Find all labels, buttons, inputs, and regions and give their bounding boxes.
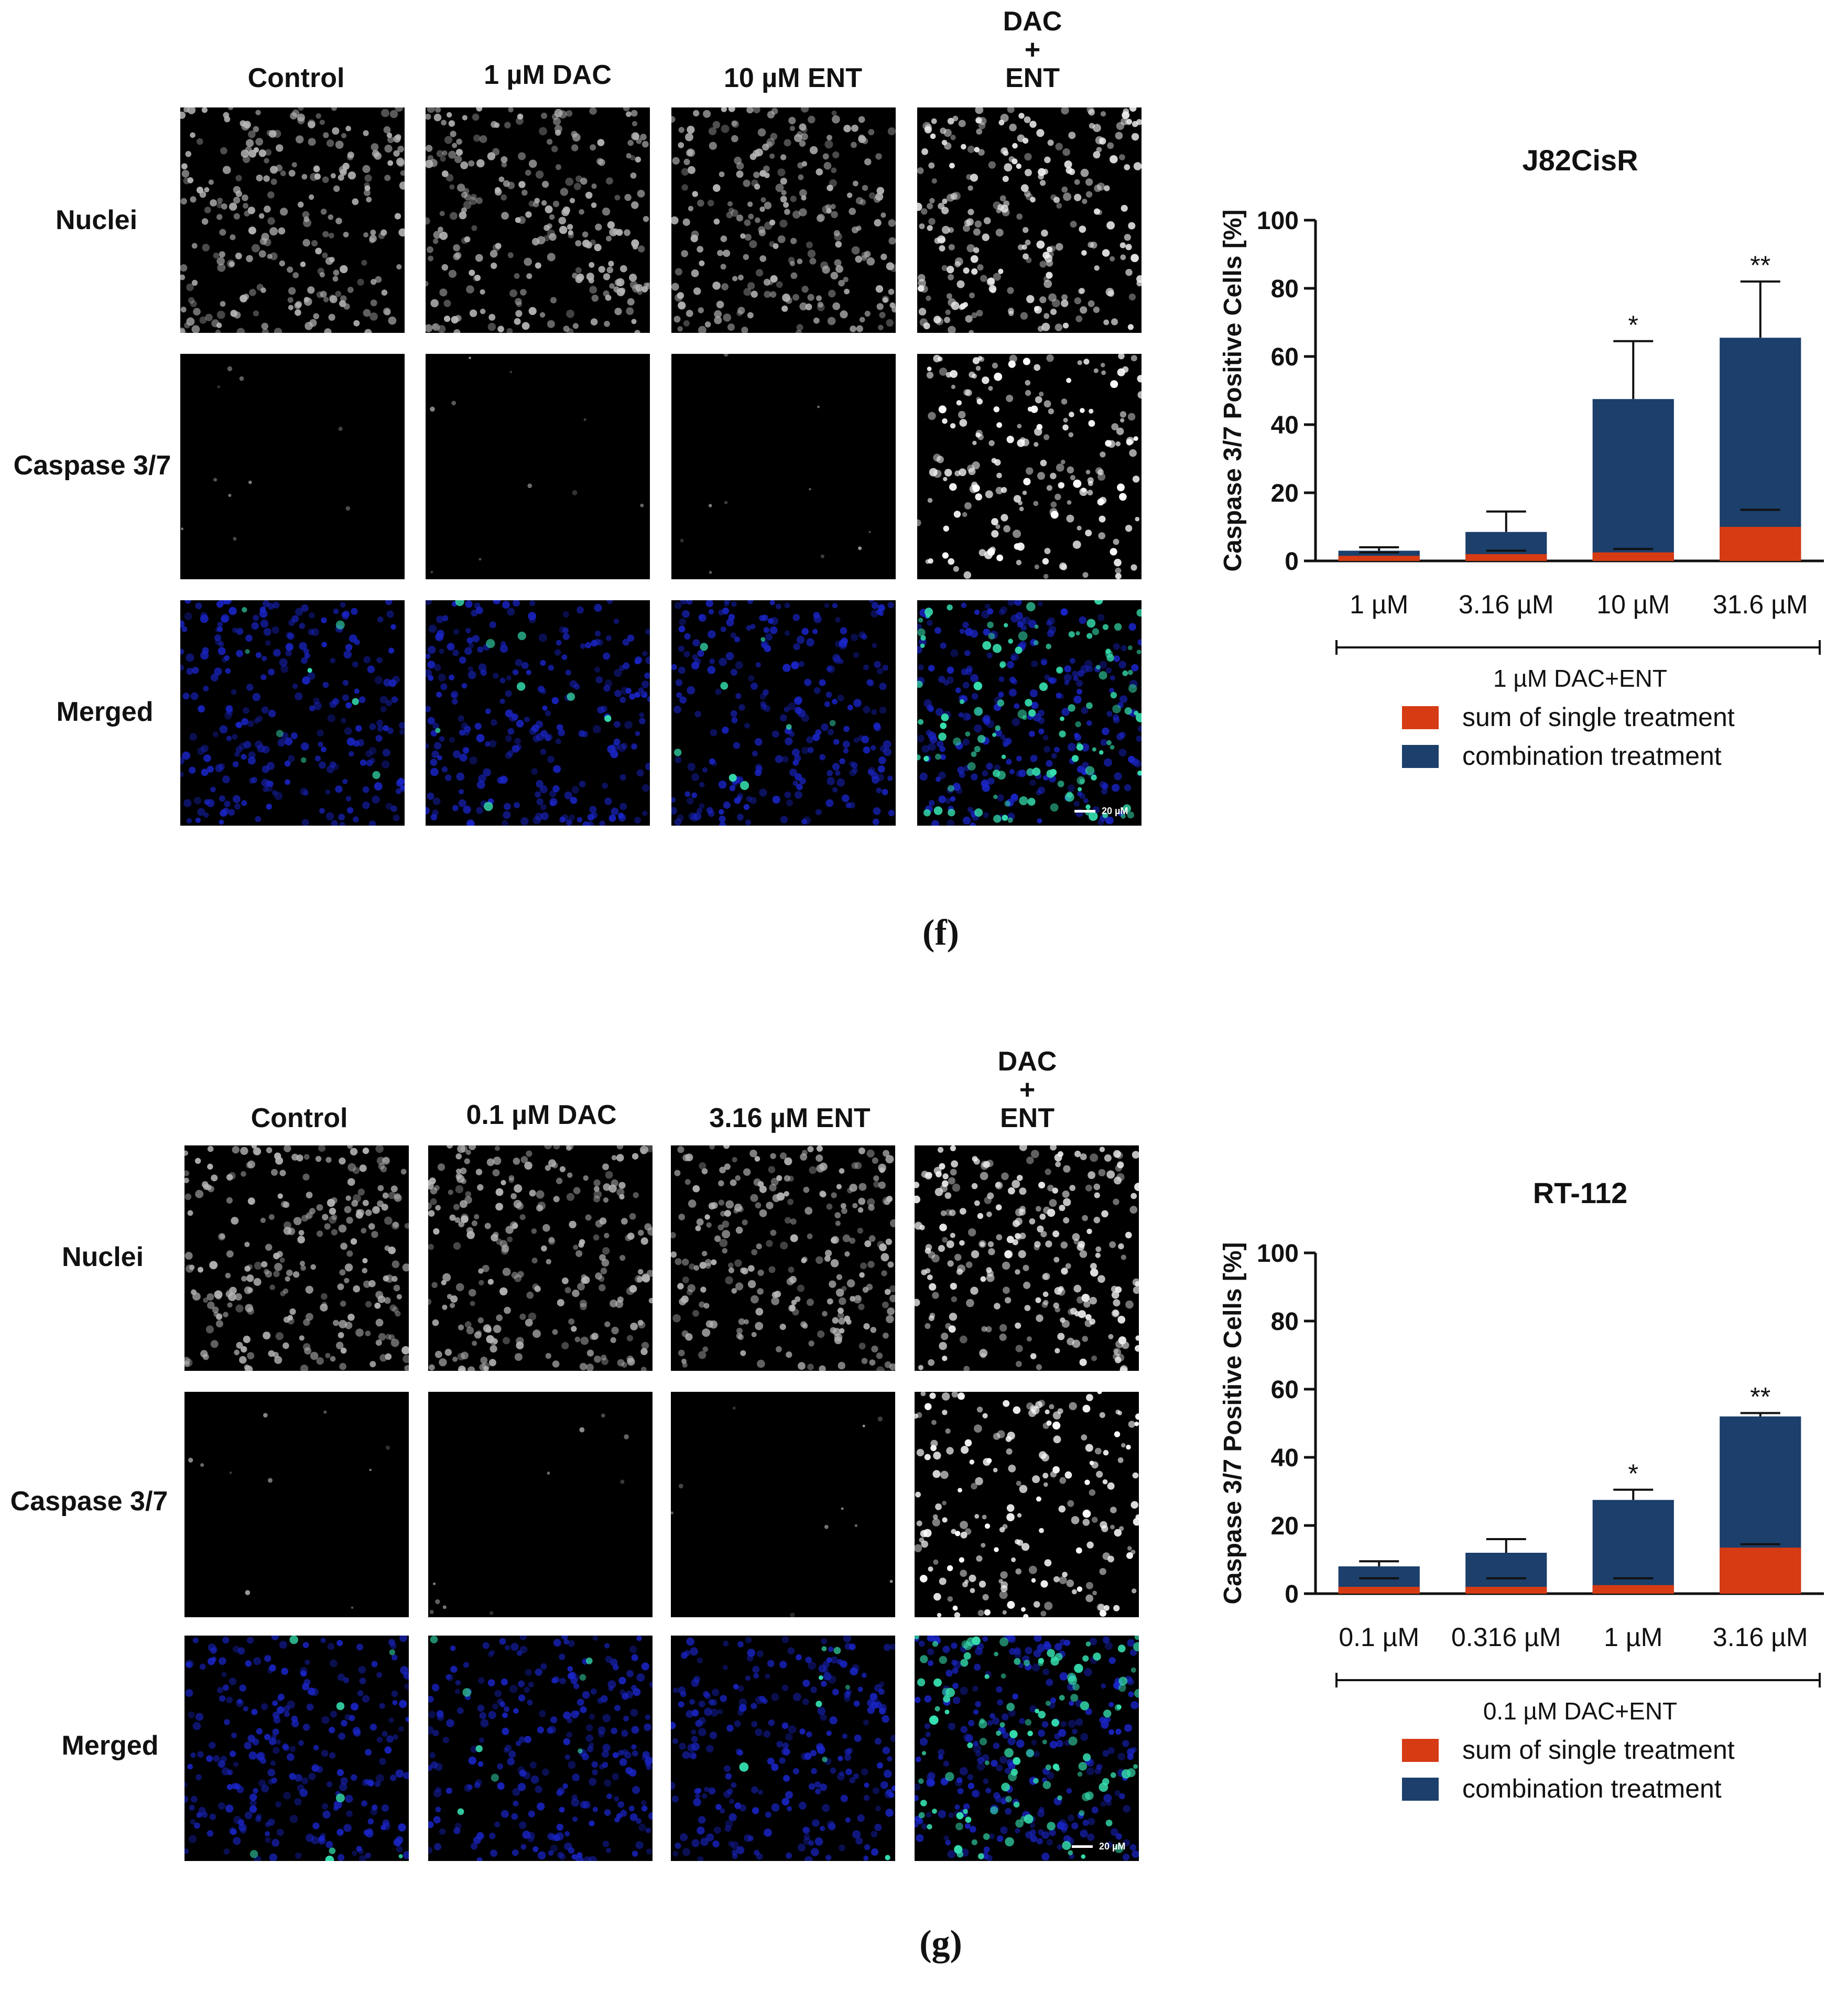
bar-single (1720, 1548, 1801, 1594)
micrograph-merged-control (184, 1636, 409, 1861)
micrograph-caspase-dac (426, 354, 650, 579)
micrograph-nuclei-control (180, 107, 405, 333)
micrograph-nuclei-control (184, 1145, 409, 1371)
legend-swatch (1402, 706, 1439, 729)
column-header-combo: DAC + ENT (997, 1046, 1057, 1133)
panel-caption: (f) (922, 913, 959, 953)
legend-swatch (1402, 1739, 1439, 1762)
column-header-dac: 0.1 µM DAC (466, 1100, 617, 1130)
legend-label: sum of single treatment (1462, 1735, 1735, 1765)
scale-bar-label: 20 µM (1102, 806, 1128, 816)
column-header-ent: 3.16 µM ENT (709, 1103, 871, 1133)
micrograph-nuclei-dac (426, 107, 650, 333)
bar-single (1592, 1585, 1674, 1594)
bar-single (1720, 527, 1801, 561)
y-tick-label: 60 (1271, 1376, 1299, 1404)
figure-panel-g: Control 0.1 µM DAC 3.16 µM ENT DAC + ENT… (0, 1027, 1848, 1991)
chart-title: J82CisR (1522, 144, 1638, 177)
micrograph-merged-ent (671, 1636, 895, 1861)
y-axis-label: Caspase 3/7 Positive Cells [%] (1219, 1242, 1247, 1605)
x-tick-label: 1 µM (1604, 1622, 1662, 1652)
y-tick-label: 60 (1271, 343, 1299, 371)
panel-caption: (g) (919, 1923, 962, 1964)
micrograph-merged-combo: 20 µM (915, 1636, 1139, 1861)
micrograph-merged-control (180, 600, 405, 826)
row-header-caspase: Caspase 3/7 (10, 1486, 168, 1517)
row-header-nuclei: Nuclei (61, 1242, 144, 1272)
bar-single (1592, 552, 1674, 561)
y-tick-label: 100 (1257, 1240, 1299, 1268)
bar-chart-rt112: RT-112 Caspase 3/7 Positive Cells [%] 0 20 4… (1205, 1164, 1834, 1819)
x-tick-label: 0.1 µM (1339, 1622, 1419, 1652)
bar-single (1338, 556, 1420, 561)
scale-bar-label: 20 µM (1099, 1841, 1125, 1852)
legend-swatch (1402, 1778, 1439, 1801)
micrograph-caspase-dac (428, 1392, 653, 1617)
row-header-nuclei: Nuclei (55, 205, 138, 235)
y-tick-label: 0 (1285, 1581, 1299, 1608)
row-header-merged: Merged (56, 697, 154, 727)
bar-combination (1592, 399, 1674, 561)
chart-title: RT-112 (1533, 1176, 1628, 1209)
micrograph-merged-dac (428, 1636, 653, 1861)
x-tick-label: 3.16 µM (1713, 1622, 1808, 1652)
micrograph-caspase-combo (917, 354, 1142, 579)
x-tick-label: 31.6 µM (1713, 590, 1808, 619)
column-header-control: Control (247, 63, 345, 93)
column-header-ent: 10 µM ENT (723, 63, 862, 93)
legend-label: sum of single treatment (1462, 702, 1735, 732)
legend-label: combination treatment (1462, 741, 1722, 771)
bar-combination (1592, 1500, 1674, 1594)
y-tick-label: 40 (1271, 412, 1299, 439)
y-tick-label: 20 (1271, 480, 1299, 507)
x-axis-label: 1 µM DAC+ENT (1493, 665, 1667, 692)
micrograph-caspase-ent (671, 1392, 895, 1617)
micrograph-nuclei-combo (917, 107, 1142, 333)
y-tick-label: 80 (1271, 275, 1299, 303)
figure-panel-f: Control 1 µM DAC 10 µM ENT DAC + ENT Nuc… (13, 6, 1834, 953)
legend-swatch (1402, 745, 1439, 768)
x-axis-label: 0.1 µM DAC+ENT (1483, 1697, 1677, 1725)
significance-marker: * (1628, 1459, 1638, 1488)
micrograph-caspase-control (180, 354, 405, 579)
bar-combination (1720, 338, 1801, 561)
significance-marker: ** (1750, 251, 1770, 280)
column-header-dac: 1 µM DAC (484, 60, 612, 90)
micrograph-caspase-control (184, 1392, 409, 1617)
x-tick-label: 0.316 µM (1451, 1622, 1561, 1652)
bar-single (1338, 1587, 1420, 1594)
significance-marker: * (1628, 310, 1638, 340)
x-tick-label: 10 µM (1596, 590, 1670, 619)
micrograph-nuclei-ent (671, 107, 896, 333)
column-header-combo: DAC + ENT (1003, 6, 1062, 93)
column-header-control: Control (251, 1103, 348, 1133)
micrograph-caspase-combo (915, 1392, 1139, 1617)
bar-chart-j82cisr: J82CisR Caspase 3/7 Positive Cells [%] 0 20… (1205, 131, 1834, 786)
y-axis-label: Caspase 3/7 Positive Cells [%] (1219, 210, 1247, 572)
micrograph-merged-combo: 20 µM (917, 600, 1142, 826)
significance-marker: ** (1750, 1382, 1770, 1412)
y-tick-label: 100 (1257, 207, 1299, 235)
micrograph-nuclei-ent (671, 1145, 895, 1371)
legend-label: combination treatment (1462, 1774, 1722, 1803)
y-tick-label: 20 (1271, 1512, 1299, 1540)
row-header-caspase: Caspase 3/7 (13, 450, 171, 481)
y-tick-label: 80 (1271, 1308, 1299, 1336)
row-header-merged: Merged (61, 1730, 159, 1761)
micrograph-nuclei-dac (428, 1145, 653, 1371)
y-tick-label: 40 (1271, 1444, 1299, 1472)
bar-single (1465, 1587, 1547, 1594)
micrograph-caspase-ent (671, 354, 896, 579)
bar-single (1465, 554, 1547, 561)
micrograph-merged-ent (671, 600, 896, 826)
micrograph-nuclei-combo (915, 1145, 1139, 1371)
micrograph-merged-dac (426, 600, 650, 826)
y-tick-label: 0 (1285, 548, 1299, 576)
x-tick-label: 1 µM (1350, 590, 1408, 619)
x-tick-label: 3.16 µM (1459, 590, 1554, 619)
